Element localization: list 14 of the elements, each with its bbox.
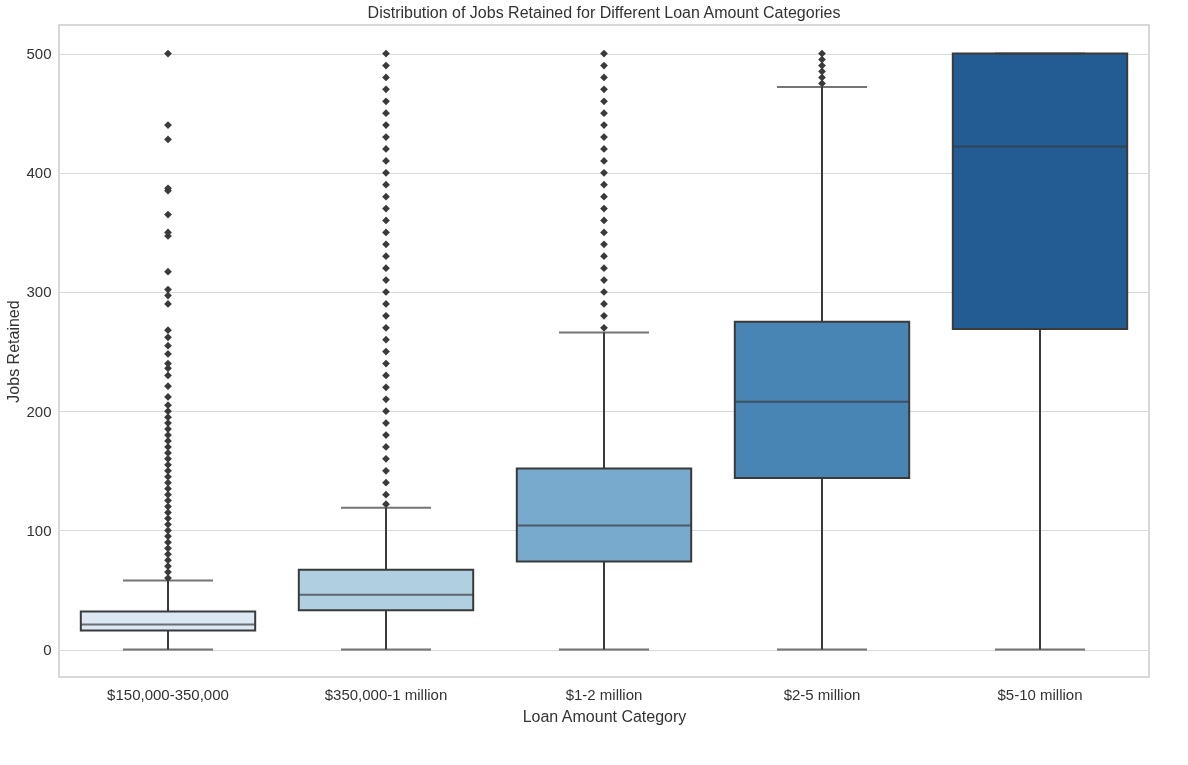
x-axis-title: Loan Amount Category — [522, 707, 687, 725]
y-axis-title: Jobs Retained — [5, 300, 23, 403]
x-tick-label: $350,000-1 million — [324, 685, 448, 703]
x-tick-label: $5-10 million — [997, 685, 1083, 703]
x-tick-label: $2-5 million — [783, 685, 861, 703]
x-tick-label: $150,000-350,000 — [107, 685, 229, 703]
y-tick-label: 500 — [26, 45, 52, 63]
y-tick-label: 300 — [26, 283, 52, 301]
y-tick-label: 100 — [26, 521, 52, 539]
chart-title: Distribution of Jobs Retained for Different Loan Amount Categories — [367, 4, 841, 21]
y-tick-label: 200 — [26, 402, 52, 420]
y-tick-label: 0 — [43, 641, 52, 659]
x-tick-label: $1-2 million — [565, 685, 643, 703]
y-tick-label: 400 — [26, 164, 52, 182]
